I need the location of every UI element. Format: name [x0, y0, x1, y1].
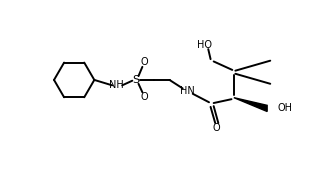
Text: O: O — [212, 123, 220, 133]
Text: HN: HN — [180, 87, 195, 96]
Text: HO: HO — [197, 40, 212, 50]
Text: O: O — [140, 57, 148, 67]
Text: NH: NH — [110, 80, 124, 90]
Polygon shape — [234, 98, 267, 111]
Text: S: S — [133, 75, 140, 85]
Text: OH: OH — [277, 103, 292, 113]
Text: O: O — [140, 92, 148, 102]
